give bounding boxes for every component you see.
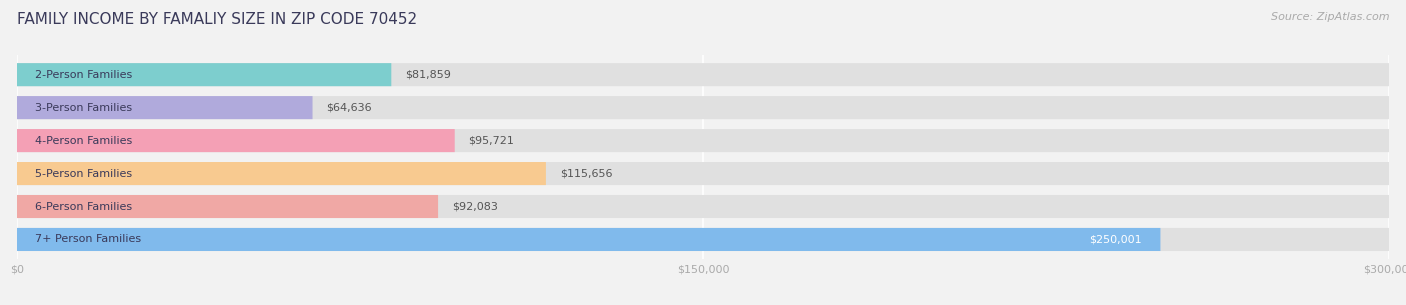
- Text: 6-Person Families: 6-Person Families: [35, 202, 132, 211]
- FancyBboxPatch shape: [17, 96, 312, 119]
- FancyBboxPatch shape: [17, 195, 1389, 218]
- FancyBboxPatch shape: [17, 228, 1160, 251]
- FancyBboxPatch shape: [17, 63, 1389, 86]
- FancyBboxPatch shape: [17, 96, 1389, 119]
- Text: $115,656: $115,656: [560, 169, 612, 178]
- Text: 4-Person Families: 4-Person Families: [35, 136, 132, 145]
- FancyBboxPatch shape: [17, 162, 1389, 185]
- Text: $64,636: $64,636: [326, 103, 371, 113]
- Text: $81,859: $81,859: [405, 70, 451, 80]
- FancyBboxPatch shape: [17, 162, 546, 185]
- Text: 5-Person Families: 5-Person Families: [35, 169, 132, 178]
- FancyBboxPatch shape: [17, 129, 1389, 152]
- Text: $92,083: $92,083: [451, 202, 498, 211]
- Text: 7+ Person Families: 7+ Person Families: [35, 235, 141, 245]
- Text: 2-Person Families: 2-Person Families: [35, 70, 132, 80]
- Text: 3-Person Families: 3-Person Families: [35, 103, 132, 113]
- FancyBboxPatch shape: [17, 63, 391, 86]
- FancyBboxPatch shape: [17, 228, 1389, 251]
- FancyBboxPatch shape: [17, 195, 439, 218]
- Text: FAMILY INCOME BY FAMALIY SIZE IN ZIP CODE 70452: FAMILY INCOME BY FAMALIY SIZE IN ZIP COD…: [17, 12, 418, 27]
- Text: $250,001: $250,001: [1090, 235, 1142, 245]
- Text: Source: ZipAtlas.com: Source: ZipAtlas.com: [1271, 12, 1389, 22]
- Text: $95,721: $95,721: [468, 136, 515, 145]
- FancyBboxPatch shape: [17, 129, 454, 152]
